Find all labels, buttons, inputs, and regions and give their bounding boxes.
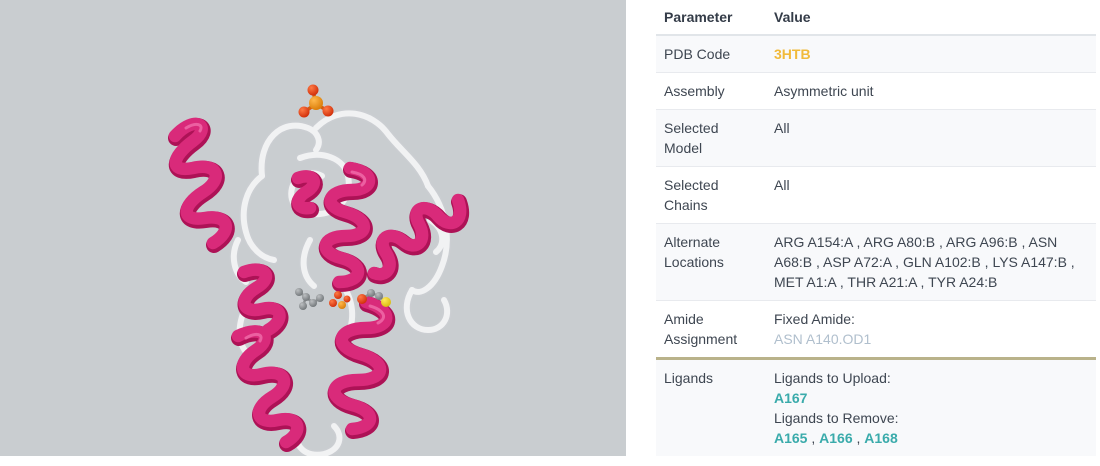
param-label-selected-chains: Selected Chains xyxy=(664,177,719,213)
column-header-parameter: Parameter xyxy=(656,0,766,36)
ligands-remove-label: Ligands to Remove: xyxy=(774,410,899,426)
alternate-locations-value: ARG A154:A , ARG A80:B , ARG A96:B , ASN… xyxy=(774,234,1075,290)
row-amide-assignment: Amide Assignment Fixed Amide: ASN A140.O… xyxy=(656,301,1096,359)
row-selected-chains: Selected Chains All xyxy=(656,167,1096,224)
pdb-code-cell: 3HTB xyxy=(766,35,1096,73)
param-label-assembly: Assembly xyxy=(664,83,725,99)
row-selected-model: Selected Model All xyxy=(656,109,1096,167)
selected-model-value: All xyxy=(774,120,790,136)
parameters-table: Parameter Value PDB Code 3HTB Assembly A… xyxy=(656,0,1096,456)
row-ligands: Ligands Ligands to Upload: A167 Ligands … xyxy=(656,358,1096,457)
helix-ribbons xyxy=(168,117,469,452)
ligand-atoms xyxy=(295,288,391,310)
ligand-remove-item[interactable]: A166 xyxy=(819,430,853,446)
phosphate-ion xyxy=(298,84,334,118)
param-label-selected-model: Selected Model xyxy=(664,120,719,156)
fixed-amide-detail: ASN A140.OD1 xyxy=(774,331,872,347)
row-alternate-locations: Alternate Locations ARG A154:A , ARG A80… xyxy=(656,223,1096,301)
ligand-separator: , xyxy=(807,430,820,446)
pdb-code-value[interactable]: 3HTB xyxy=(774,46,811,62)
param-label-alternate-locations: Alternate Locations xyxy=(664,234,724,270)
molecular-viewer[interactable] xyxy=(0,0,626,456)
ligands-upload-list: A167 xyxy=(774,388,1088,408)
row-assembly: Assembly Asymmetric unit xyxy=(656,73,1096,110)
ligand-remove-item[interactable]: A165 xyxy=(774,430,808,446)
ligand-upload-item[interactable]: A167 xyxy=(774,390,808,406)
assembly-value: Asymmetric unit xyxy=(774,83,874,99)
param-label-ligands: Ligands xyxy=(664,370,714,386)
parameters-panel: Parameter Value PDB Code 3HTB Assembly A… xyxy=(626,0,1100,466)
ligands-remove-list: A165 , A166 , A168 xyxy=(774,428,1088,448)
param-label-pdb-code: PDB Code xyxy=(664,46,731,62)
row-pdb-code: PDB Code 3HTB xyxy=(656,35,1096,73)
amide-assignment-cell: Fixed Amide: ASN A140.OD1 xyxy=(766,301,1096,359)
protein-ribbon-structure xyxy=(168,84,469,456)
ligand-remove-item[interactable]: A168 xyxy=(864,430,898,446)
ligands-cell: Ligands to Upload: A167 Ligands to Remov… xyxy=(766,359,1096,457)
ligands-upload-label: Ligands to Upload: xyxy=(774,370,891,386)
selected-chains-value: All xyxy=(774,177,790,193)
column-header-value: Value xyxy=(766,0,1096,36)
fixed-amide-label: Fixed Amide: xyxy=(774,311,855,327)
table-header-row: Parameter Value xyxy=(656,0,1096,36)
param-label-amide-assignment: Amide Assignment xyxy=(664,311,738,347)
ligand-separator: , xyxy=(852,430,865,446)
